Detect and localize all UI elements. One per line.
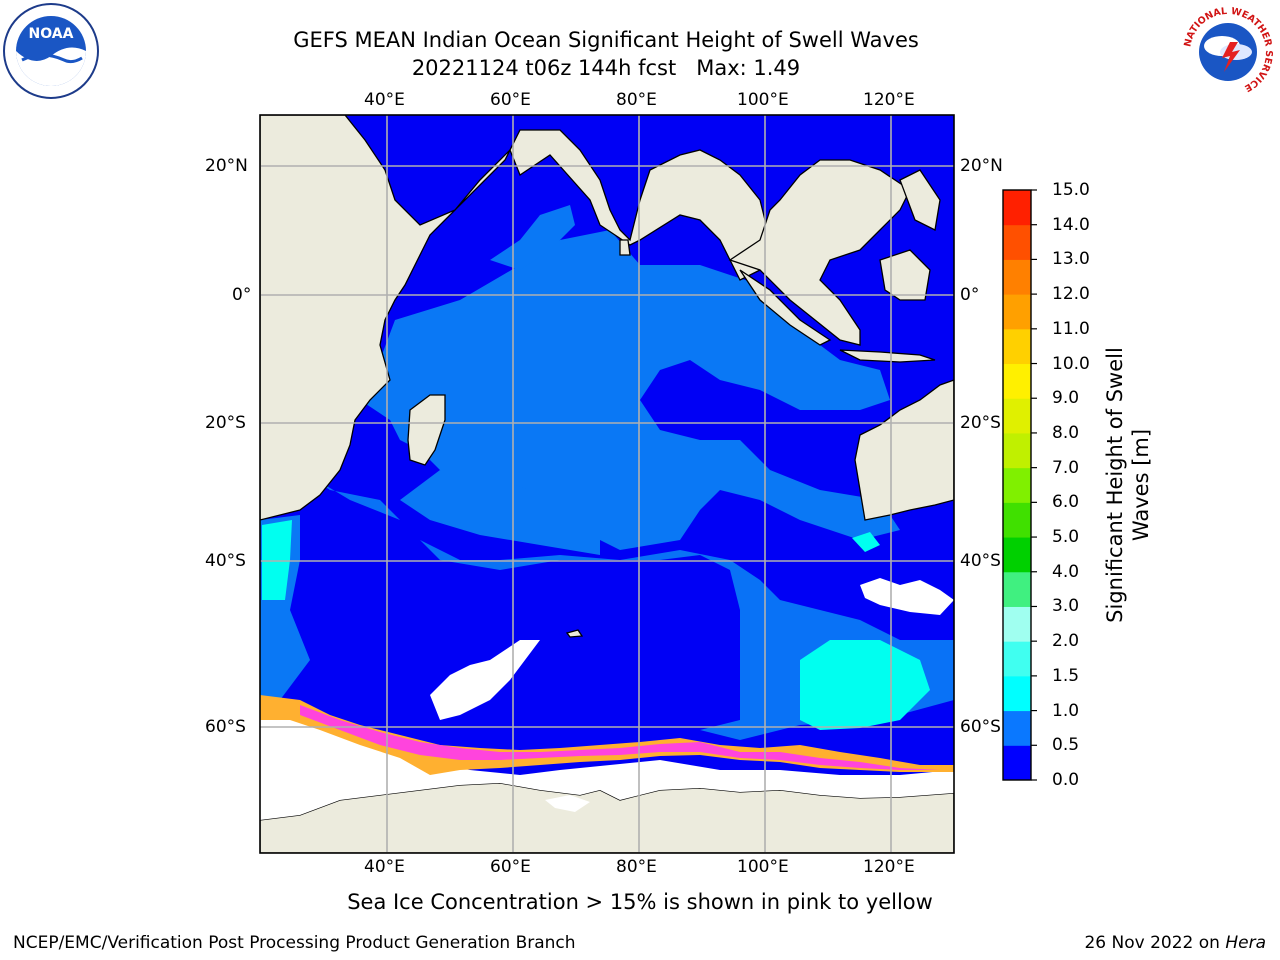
colorbar-segment: [1003, 745, 1031, 781]
map-frame: [259, 114, 955, 854]
colorbar-segment: [1003, 467, 1031, 503]
colorbar-tick-label: 15.0: [1052, 180, 1090, 200]
java-land: [839, 349, 936, 363]
swell-1.0-1.5m-regions: [262, 520, 930, 730]
sea-ice-pink: [300, 705, 940, 770]
footer-host: Hera: [1225, 933, 1266, 953]
colorbar-tick-label: 2.0: [1052, 631, 1080, 652]
colorbar-segment: [1003, 259, 1031, 295]
colorbar-segment: [1003, 294, 1031, 330]
colorbar-tick-label: 9.0: [1052, 388, 1080, 409]
colorbar-segment: [1003, 328, 1031, 365]
lat-label-right-40s: 40°S: [960, 551, 1001, 571]
chart-subtitle: 20221124 t06z 144h fcst Max: 1.49: [411, 56, 801, 80]
colorbar-tick-label: 3.0: [1052, 596, 1080, 617]
lon-label-bottom-80e: 80°E: [616, 857, 657, 877]
colorbar-tick-label: 1.0: [1052, 700, 1080, 721]
lon-label-bottom-100e: 100°E: [737, 857, 789, 877]
nws-logo: NATIONAL WEATHER SERVICE: [1182, 6, 1274, 98]
colorbar-segment: [1003, 606, 1031, 642]
lon-label-top-40e: 40°E: [364, 90, 405, 110]
colorbar-segment: [1003, 224, 1031, 260]
lat-label-left-20n: 20°N: [205, 156, 248, 176]
colorbar-label: Significant Height of Swell Waves [m]: [1103, 347, 1153, 623]
footer-date: 26 Nov 2022 on: [1084, 933, 1220, 953]
sea-ice-white: [260, 712, 954, 820]
lon-label-bottom-60e: 60°E: [490, 857, 531, 877]
noaa-logo-text: NOAA: [29, 26, 74, 42]
sea-ice-caption: Sea Ice Concentration > 15% is shown in …: [347, 890, 933, 914]
colorbar-segment: [1003, 502, 1031, 538]
colorbar-tick-label: 11.0: [1052, 318, 1090, 339]
colorbar-tick-label: 6.0: [1052, 492, 1080, 513]
colorbar-tick-label: 10.0: [1052, 353, 1090, 374]
lat-label-left-60s: 60°S: [205, 717, 246, 737]
lat-label-right-20n: 20°N: [960, 156, 1003, 176]
colorbar-tick-label: 4.0: [1052, 561, 1080, 582]
lat-label-left-40s: 40°S: [205, 551, 246, 571]
lon-label-bottom-120e: 120°E: [863, 857, 915, 877]
colorbar-tick-label: 0.0: [1052, 770, 1080, 790]
lon-label-top-60e: 60°E: [490, 90, 531, 110]
lat-label-right-20s: 20°S: [960, 413, 1001, 433]
lat-label-right-0: 0°: [960, 285, 980, 305]
lat-label-left-20s: 20°S: [205, 413, 246, 433]
madagascar-land: [407, 394, 446, 466]
lon-label-top-100e: 100°E: [737, 90, 789, 110]
lon-label-top-80e: 80°E: [616, 90, 657, 110]
colorbar-segment: [1003, 641, 1031, 677]
colorbar-segment: [1003, 537, 1031, 573]
colorbar-tick-label: 8.0: [1052, 422, 1080, 443]
colorbar-frame: [1002, 189, 1032, 781]
lat-label-right-60s: 60°S: [960, 717, 1001, 737]
colorbar-segment: [1003, 571, 1031, 607]
colorbar-segment: [1003, 363, 1031, 399]
lat-label-left-0: 0°: [232, 285, 252, 305]
borneo-land: [879, 249, 931, 301]
colorbar: [1002, 189, 1037, 781]
colorbar-segment: [1003, 710, 1031, 746]
colorbar-tick-label: 14.0: [1052, 214, 1090, 235]
kerguelen-land: [565, 629, 584, 638]
southeast-asia-land: [728, 159, 911, 346]
footer-producer: NCEP/EMC/Verification Post Processing Pr…: [13, 933, 576, 953]
lon-label-top-120e: 120°E: [863, 90, 915, 110]
colorbar-tick-label: 1.5: [1052, 665, 1080, 686]
footer-date-host: 26 Nov 2022 on Hera: [1084, 933, 1266, 953]
colorbar-tick-label: 12.0: [1052, 284, 1090, 305]
australia-land: [854, 379, 954, 521]
colorbar-segment: [1003, 190, 1031, 226]
colorbar-tick-label: 7.0: [1052, 457, 1080, 478]
sri-lanka-land: [619, 239, 631, 256]
graticule: [260, 115, 954, 853]
chart-title: GEFS MEAN Indian Ocean Significant Heigh…: [293, 28, 919, 52]
colorbar-tick-label: 0.5: [1052, 735, 1080, 756]
philippines-land: [899, 169, 941, 231]
colorbar-tick-label: 13.0: [1052, 249, 1090, 270]
colorbar-segment: [1003, 432, 1031, 469]
colorbar-segment: [1003, 675, 1031, 712]
colorbar-tick-label: 5.0: [1052, 527, 1080, 548]
noaa-logo: NOAA: [3, 3, 99, 99]
lon-label-bottom-40e: 40°E: [364, 857, 405, 877]
colorbar-segment: [1003, 398, 1031, 434]
